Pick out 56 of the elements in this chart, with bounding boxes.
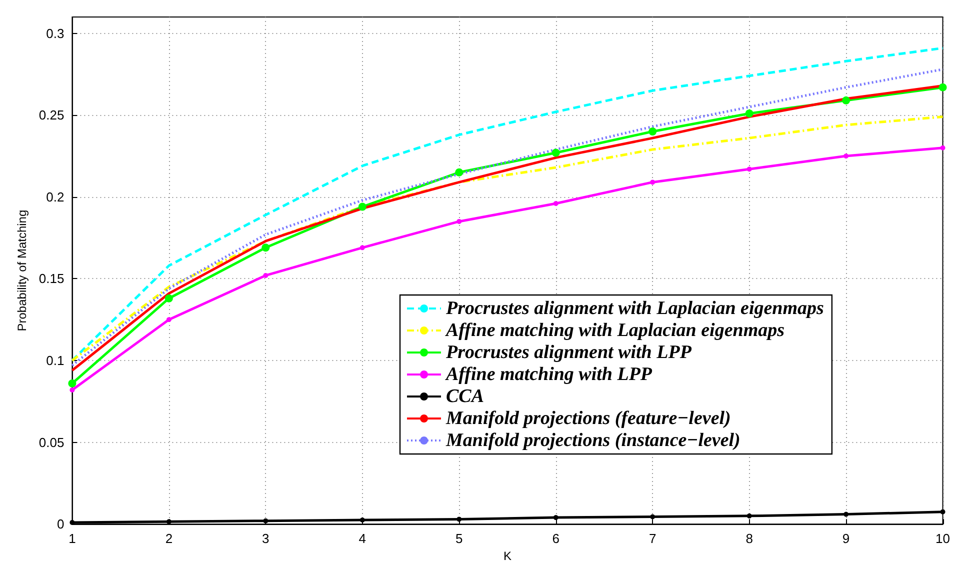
point (938, 83, 947, 92)
x-tick-label: 6 (552, 531, 560, 546)
legend-label: Affine matching with LPP (445, 364, 652, 385)
legend-label: Manifold projections (feature−level) (445, 408, 731, 429)
point (844, 512, 849, 517)
x-tick-label: 4 (358, 531, 366, 546)
x-tick-label: 1 (68, 531, 76, 546)
point (648, 128, 657, 136)
point (263, 518, 268, 524)
point (456, 218, 462, 224)
point (552, 148, 560, 157)
point (164, 294, 173, 302)
legend-label: CCA (446, 386, 484, 407)
y-tick-label: 0.2 (46, 189, 64, 204)
point (844, 154, 849, 159)
y-tick-label: 0 (56, 516, 64, 532)
point (455, 168, 464, 176)
y-tick-label: 0.15 (38, 271, 64, 286)
x-tick-label: 10 (936, 531, 950, 546)
legend-label: Procrustes alignment with LPP (445, 342, 692, 363)
y-axis-title: Probability of Matching (15, 210, 29, 332)
x-tick-label: 9 (842, 531, 850, 546)
point (68, 379, 76, 388)
point (360, 245, 365, 250)
legend-label: Procrustes alignment with Laplacian eigenmaps (445, 298, 824, 319)
point (456, 516, 462, 522)
point (940, 509, 946, 514)
point (745, 110, 754, 118)
point (746, 513, 752, 518)
point (166, 317, 172, 322)
point (650, 514, 656, 520)
point (262, 244, 270, 252)
y-tick-label: 0.1 (46, 353, 64, 368)
point (70, 387, 75, 392)
point (70, 520, 75, 525)
point (553, 200, 558, 206)
x-tick-label: 3 (262, 531, 270, 546)
point (842, 96, 850, 104)
point (263, 272, 268, 278)
x-axis-title: K (503, 549, 512, 563)
point (360, 518, 365, 523)
point (940, 145, 946, 150)
point (650, 180, 656, 185)
y-tick-label: 0.25 (38, 108, 64, 123)
x-tick-label: 5 (456, 531, 463, 546)
legend-label: Affine matching with Laplacian eigenmaps (445, 320, 785, 341)
legend-label: Manifold projections (instance−level) (445, 430, 740, 451)
x-tick-label: 7 (648, 531, 656, 546)
y-tick-label: 0.3 (46, 26, 64, 41)
x-tick-label: 2 (165, 531, 173, 546)
x-tick-label: 8 (746, 531, 753, 546)
point (358, 202, 366, 211)
point (746, 166, 752, 172)
point (166, 519, 172, 524)
point (553, 515, 558, 520)
y-tick-label: 0.05 (38, 434, 64, 450)
